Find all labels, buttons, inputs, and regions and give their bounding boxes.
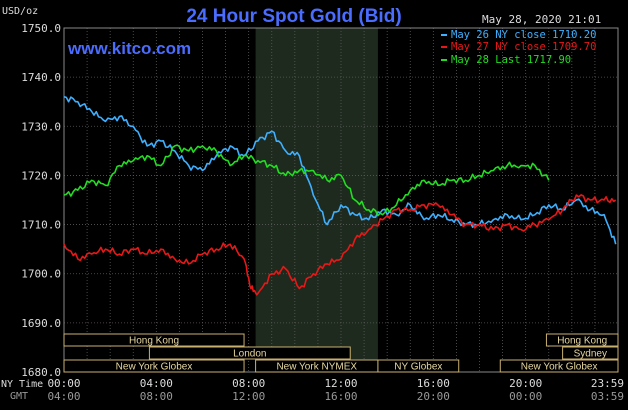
session-label: New York Globex — [116, 362, 193, 373]
gmt-label: GMT — [10, 391, 28, 402]
y-tick-label: 1710.0 — [21, 219, 61, 232]
session-label: London — [233, 349, 266, 360]
x-tick-label-gmt: 08:00 — [140, 390, 173, 403]
unit-label: USD/oz — [2, 6, 38, 17]
y-tick-label: 1750.0 — [21, 22, 61, 35]
session-box — [148, 346, 351, 360]
y-tick-label: 1680.0 — [21, 366, 61, 379]
session-box — [63, 333, 245, 347]
x-tick-label-gmt: 00:00 — [509, 390, 542, 403]
session-label: Hong Kong — [129, 336, 179, 347]
x-tick-label-ny: 04:00 — [140, 377, 173, 390]
legend-entry-may27: May 27 NY close 1709.70 — [451, 41, 596, 53]
datetime-label: May 28, 2020 21:01 — [482, 13, 601, 26]
x-tick-label-ny: 20:00 — [509, 377, 542, 390]
x-tick-label-ny: 16:00 — [417, 377, 450, 390]
series-layer — [63, 96, 617, 296]
sessions-layer: Hong Kong Hong Kong London Sydney New York G… — [63, 333, 619, 373]
session-label: NY Globex — [394, 362, 442, 373]
session-box — [562, 346, 619, 360]
y-tick-label: 1690.0 — [21, 317, 61, 330]
x-tick-label-gmt: 20:00 — [417, 390, 450, 403]
x-tick-labels: 00:0004:0004:0008:0008:0012:0012:0016:00… — [47, 377, 624, 403]
session-label: New York NYMEX — [276, 362, 357, 373]
session-box — [63, 359, 245, 373]
series-line-may-28 — [63, 144, 550, 217]
watermark: www.kitco.com — [67, 39, 191, 58]
y-tick-label: 1730.0 — [21, 120, 61, 133]
nymex-session-shade — [255, 28, 378, 372]
x-tick-label-ny: 12:00 — [324, 377, 357, 390]
y-tick-labels: 1750.0 1740.0 1730.0 1720.0 1710.0 1700.0 1690… — [21, 22, 61, 379]
y-tick-label: 1700.0 — [21, 268, 61, 281]
legend-entry-may28: May 28 Last 1717.90 — [451, 54, 571, 66]
series-line-may-26 — [63, 96, 617, 245]
x-tick-label-ny: 08:00 — [232, 377, 265, 390]
session-label: Sydney — [574, 349, 607, 360]
session-label: New York Globex — [521, 362, 598, 373]
legend-entry-may26: May 26 NY close 1710.20 — [451, 29, 596, 41]
ny-time-label: NY Time — [1, 379, 43, 390]
x-tick-label-gmt: 16:00 — [324, 390, 357, 403]
y-tick-label: 1740.0 — [21, 71, 61, 84]
y-tick-label: 1720.0 — [21, 169, 61, 182]
x-tick-label-ny: 00:00 — [47, 377, 80, 390]
x-tick-label-gmt: 12:00 — [232, 390, 265, 403]
session-box — [499, 359, 619, 373]
x-tick-label-gmt: 04:00 — [47, 390, 80, 403]
session-box — [545, 333, 619, 347]
legend: May 26 NY close 1710.20 May 27 NY close … — [441, 29, 596, 66]
chart-title: 24 Hour Spot Gold (Bid) — [186, 6, 401, 27]
session-box — [377, 359, 460, 373]
x-tick-label-gmt: 03:59 — [591, 390, 624, 403]
x-tick-label-ny: 23:59 — [591, 377, 624, 390]
series-line-may-27 — [63, 194, 617, 296]
session-label: Hong Kong — [557, 336, 607, 347]
